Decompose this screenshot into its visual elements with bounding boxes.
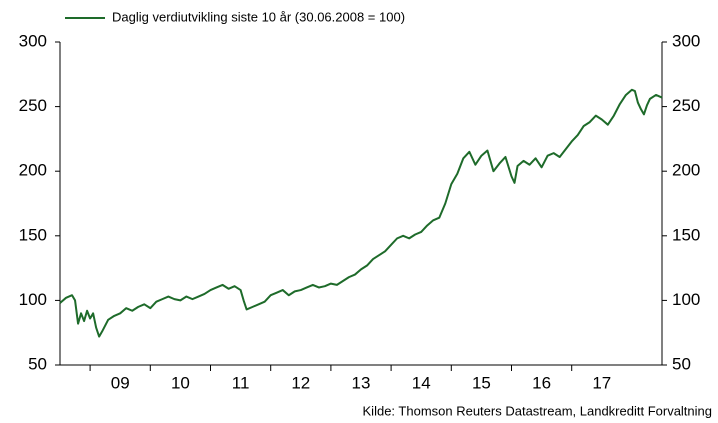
y-tick-label: 100 xyxy=(19,290,47,309)
x-tick-label: 16 xyxy=(532,373,551,392)
source-note: Kilde: Thomson Reuters Datastream, Landk… xyxy=(363,403,712,418)
y2-tick-label: 50 xyxy=(672,354,691,373)
y2-tick-label: 100 xyxy=(672,290,700,309)
x-tick-label: 17 xyxy=(592,373,611,392)
y-tick-label: 250 xyxy=(19,96,47,115)
y2-tick-label: 250 xyxy=(672,96,700,115)
x-tick-label: 10 xyxy=(171,373,190,392)
x-tick-label: 11 xyxy=(232,373,250,392)
y2-tick-label: 200 xyxy=(672,161,700,180)
x-tick-label: 14 xyxy=(412,373,431,392)
y2-tick-label: 300 xyxy=(672,31,700,50)
x-tick-label: 09 xyxy=(111,373,130,392)
x-tick-label: 13 xyxy=(352,373,371,392)
series-line xyxy=(59,88,663,338)
x-tick-label: 15 xyxy=(472,373,491,392)
x-tick-label: 12 xyxy=(291,373,310,392)
y-tick-label: 300 xyxy=(19,31,47,50)
y2-tick-label: 150 xyxy=(672,225,700,244)
y-tick-label: 50 xyxy=(28,354,47,373)
y-tick-label: 150 xyxy=(19,225,47,244)
legend-label: Daglig verdiutvikling siste 10 år (30.06… xyxy=(112,9,405,24)
y-tick-label: 200 xyxy=(19,161,47,180)
